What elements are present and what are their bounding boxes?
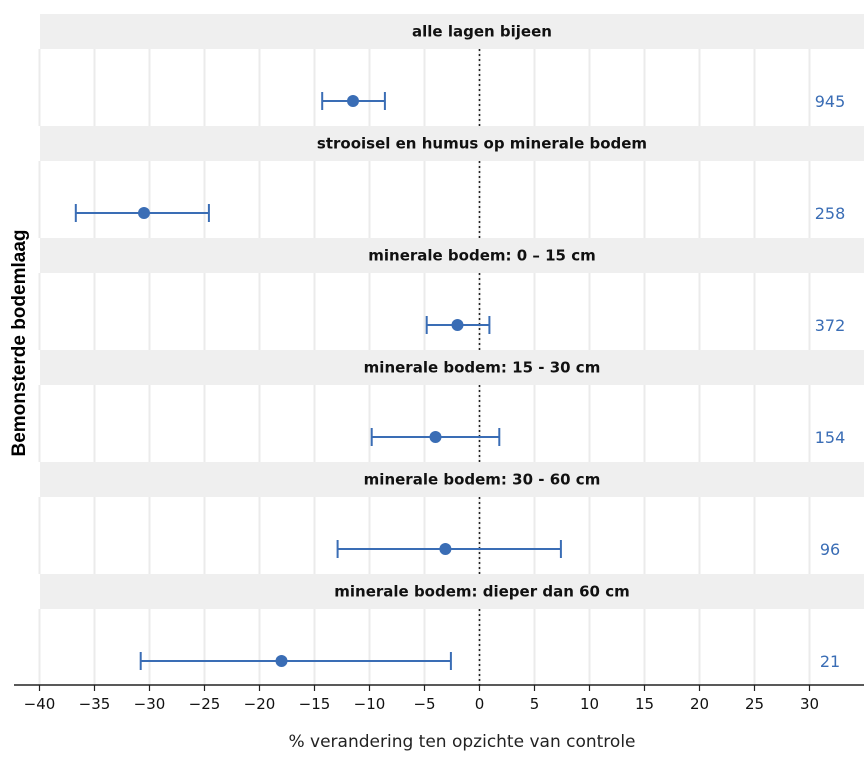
sample-size: 96 <box>820 540 840 559</box>
x-tick-label: −5 <box>413 695 435 713</box>
estimate-point <box>439 543 452 555</box>
panel-title: minerale bodem: 30 - 60 cm <box>364 471 601 489</box>
panel-title: strooisel en humus op minerale bodem <box>317 135 647 153</box>
panel-header <box>40 14 864 49</box>
panel-title: alle lagen bijeen <box>412 23 552 41</box>
x-tick-label: −30 <box>134 695 166 713</box>
panel-header <box>40 462 864 497</box>
x-tick-label: −10 <box>354 695 386 713</box>
sample-size: 154 <box>815 428 846 447</box>
estimate-point <box>451 319 464 331</box>
x-tick-label: 30 <box>800 695 819 713</box>
sample-size: 945 <box>815 92 846 111</box>
x-axis: −40 −35 −30 −25 −20 −15 −10 −5 0 5 10 15 20 25 30 <box>14 684 864 713</box>
panel-header <box>40 574 864 609</box>
panel-header <box>40 238 864 273</box>
x-tick-label: 25 <box>745 695 764 713</box>
panel: minerale bodem: 15 - 30 cm 154 <box>38 350 864 462</box>
x-tick-label: 15 <box>635 695 654 713</box>
panel-title: minerale bodem: 0 – 15 cm <box>368 247 595 265</box>
x-tick-label: −25 <box>189 695 221 713</box>
x-tick-label: 20 <box>690 695 709 713</box>
y-axis-label-area: Bemonsterde bodemlaag <box>0 0 40 685</box>
sample-size: 258 <box>815 204 846 223</box>
x-tick-label: 5 <box>530 695 540 713</box>
estimate-point <box>347 95 359 107</box>
panel-title: minerale bodem: 15 - 30 cm <box>364 359 601 377</box>
sample-size: 372 <box>815 316 846 335</box>
panel-header <box>40 126 864 161</box>
estimate-point <box>138 207 150 219</box>
x-tick-label: −15 <box>299 695 331 713</box>
panel: minerale bodem: dieper dan 60 cm 21 <box>38 574 864 686</box>
x-tick-label: 0 <box>475 695 485 713</box>
x-axis-label: % verandering ten opzichte van controle <box>288 732 636 752</box>
sample-size: 21 <box>820 652 840 671</box>
x-tick-label: −40 <box>24 695 56 713</box>
panels-layer: alle lagen bijeen 945 strooisel en humus o… <box>38 14 864 686</box>
panel: strooisel en humus op minerale bodem 258 <box>38 126 864 238</box>
x-tick-label: −20 <box>244 695 276 713</box>
estimate-point <box>275 655 288 667</box>
x-tick-label: 10 <box>580 695 599 713</box>
forest-plot: alle lagen bijeen 945 strooisel en humus o… <box>14 14 864 713</box>
panel-title: minerale bodem: dieper dan 60 cm <box>334 583 629 601</box>
x-tick-label: −35 <box>79 695 111 713</box>
panel: alle lagen bijeen 945 <box>38 14 864 126</box>
y-axis-label: Bemonsterde bodemlaag <box>9 229 30 457</box>
panel: minerale bodem: 30 - 60 cm 96 <box>38 462 864 574</box>
panel-header <box>40 350 864 385</box>
estimate-point <box>429 431 442 443</box>
panel: minerale bodem: 0 – 15 cm 372 <box>38 238 864 350</box>
